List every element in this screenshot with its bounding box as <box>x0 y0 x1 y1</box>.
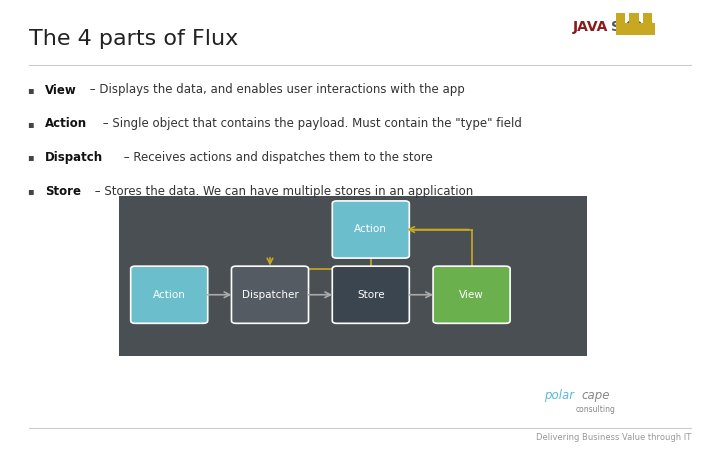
Text: ▪: ▪ <box>27 119 34 129</box>
Bar <box>616 23 655 35</box>
Text: cape: cape <box>582 389 611 402</box>
Bar <box>119 196 587 356</box>
Text: Action: Action <box>354 225 387 234</box>
FancyBboxPatch shape <box>433 266 510 323</box>
Text: Action: Action <box>153 290 186 300</box>
FancyBboxPatch shape <box>232 266 308 323</box>
Text: – Stores the data. We can have multiple stores in an application: – Stores the data. We can have multiple … <box>91 185 473 198</box>
Text: View: View <box>459 290 484 300</box>
FancyBboxPatch shape <box>333 266 409 323</box>
Text: ▪: ▪ <box>27 153 34 162</box>
Text: ▪: ▪ <box>27 85 34 95</box>
Text: – Single object that contains the payload. Must contain the "type" field: – Single object that contains the payloa… <box>99 117 522 130</box>
Text: Store: Store <box>357 290 384 300</box>
Text: Action: Action <box>45 117 87 130</box>
Text: ▪: ▪ <box>27 186 34 196</box>
FancyBboxPatch shape <box>333 201 409 258</box>
Text: Dispatcher: Dispatcher <box>242 290 298 300</box>
Text: Dispatch: Dispatch <box>45 151 103 164</box>
Text: consulting: consulting <box>576 405 616 414</box>
Bar <box>629 14 639 25</box>
Text: Store: Store <box>45 185 81 198</box>
Text: JAVA: JAVA <box>572 20 608 34</box>
Text: The 4 parts of Flux: The 4 parts of Flux <box>29 29 238 49</box>
Text: polar: polar <box>544 389 574 402</box>
Text: SKOP: SKOP <box>611 20 653 34</box>
Text: – Displays the data, and enables user interactions with the app: – Displays the data, and enables user in… <box>86 84 464 96</box>
Text: – Receives actions and dispatches them to the store: – Receives actions and dispatches them t… <box>120 151 433 164</box>
FancyBboxPatch shape <box>131 266 207 323</box>
Text: Delivering Business Value through IT: Delivering Business Value through IT <box>536 433 691 442</box>
Bar <box>616 14 625 25</box>
Bar <box>643 14 652 25</box>
Text: View: View <box>45 84 76 96</box>
